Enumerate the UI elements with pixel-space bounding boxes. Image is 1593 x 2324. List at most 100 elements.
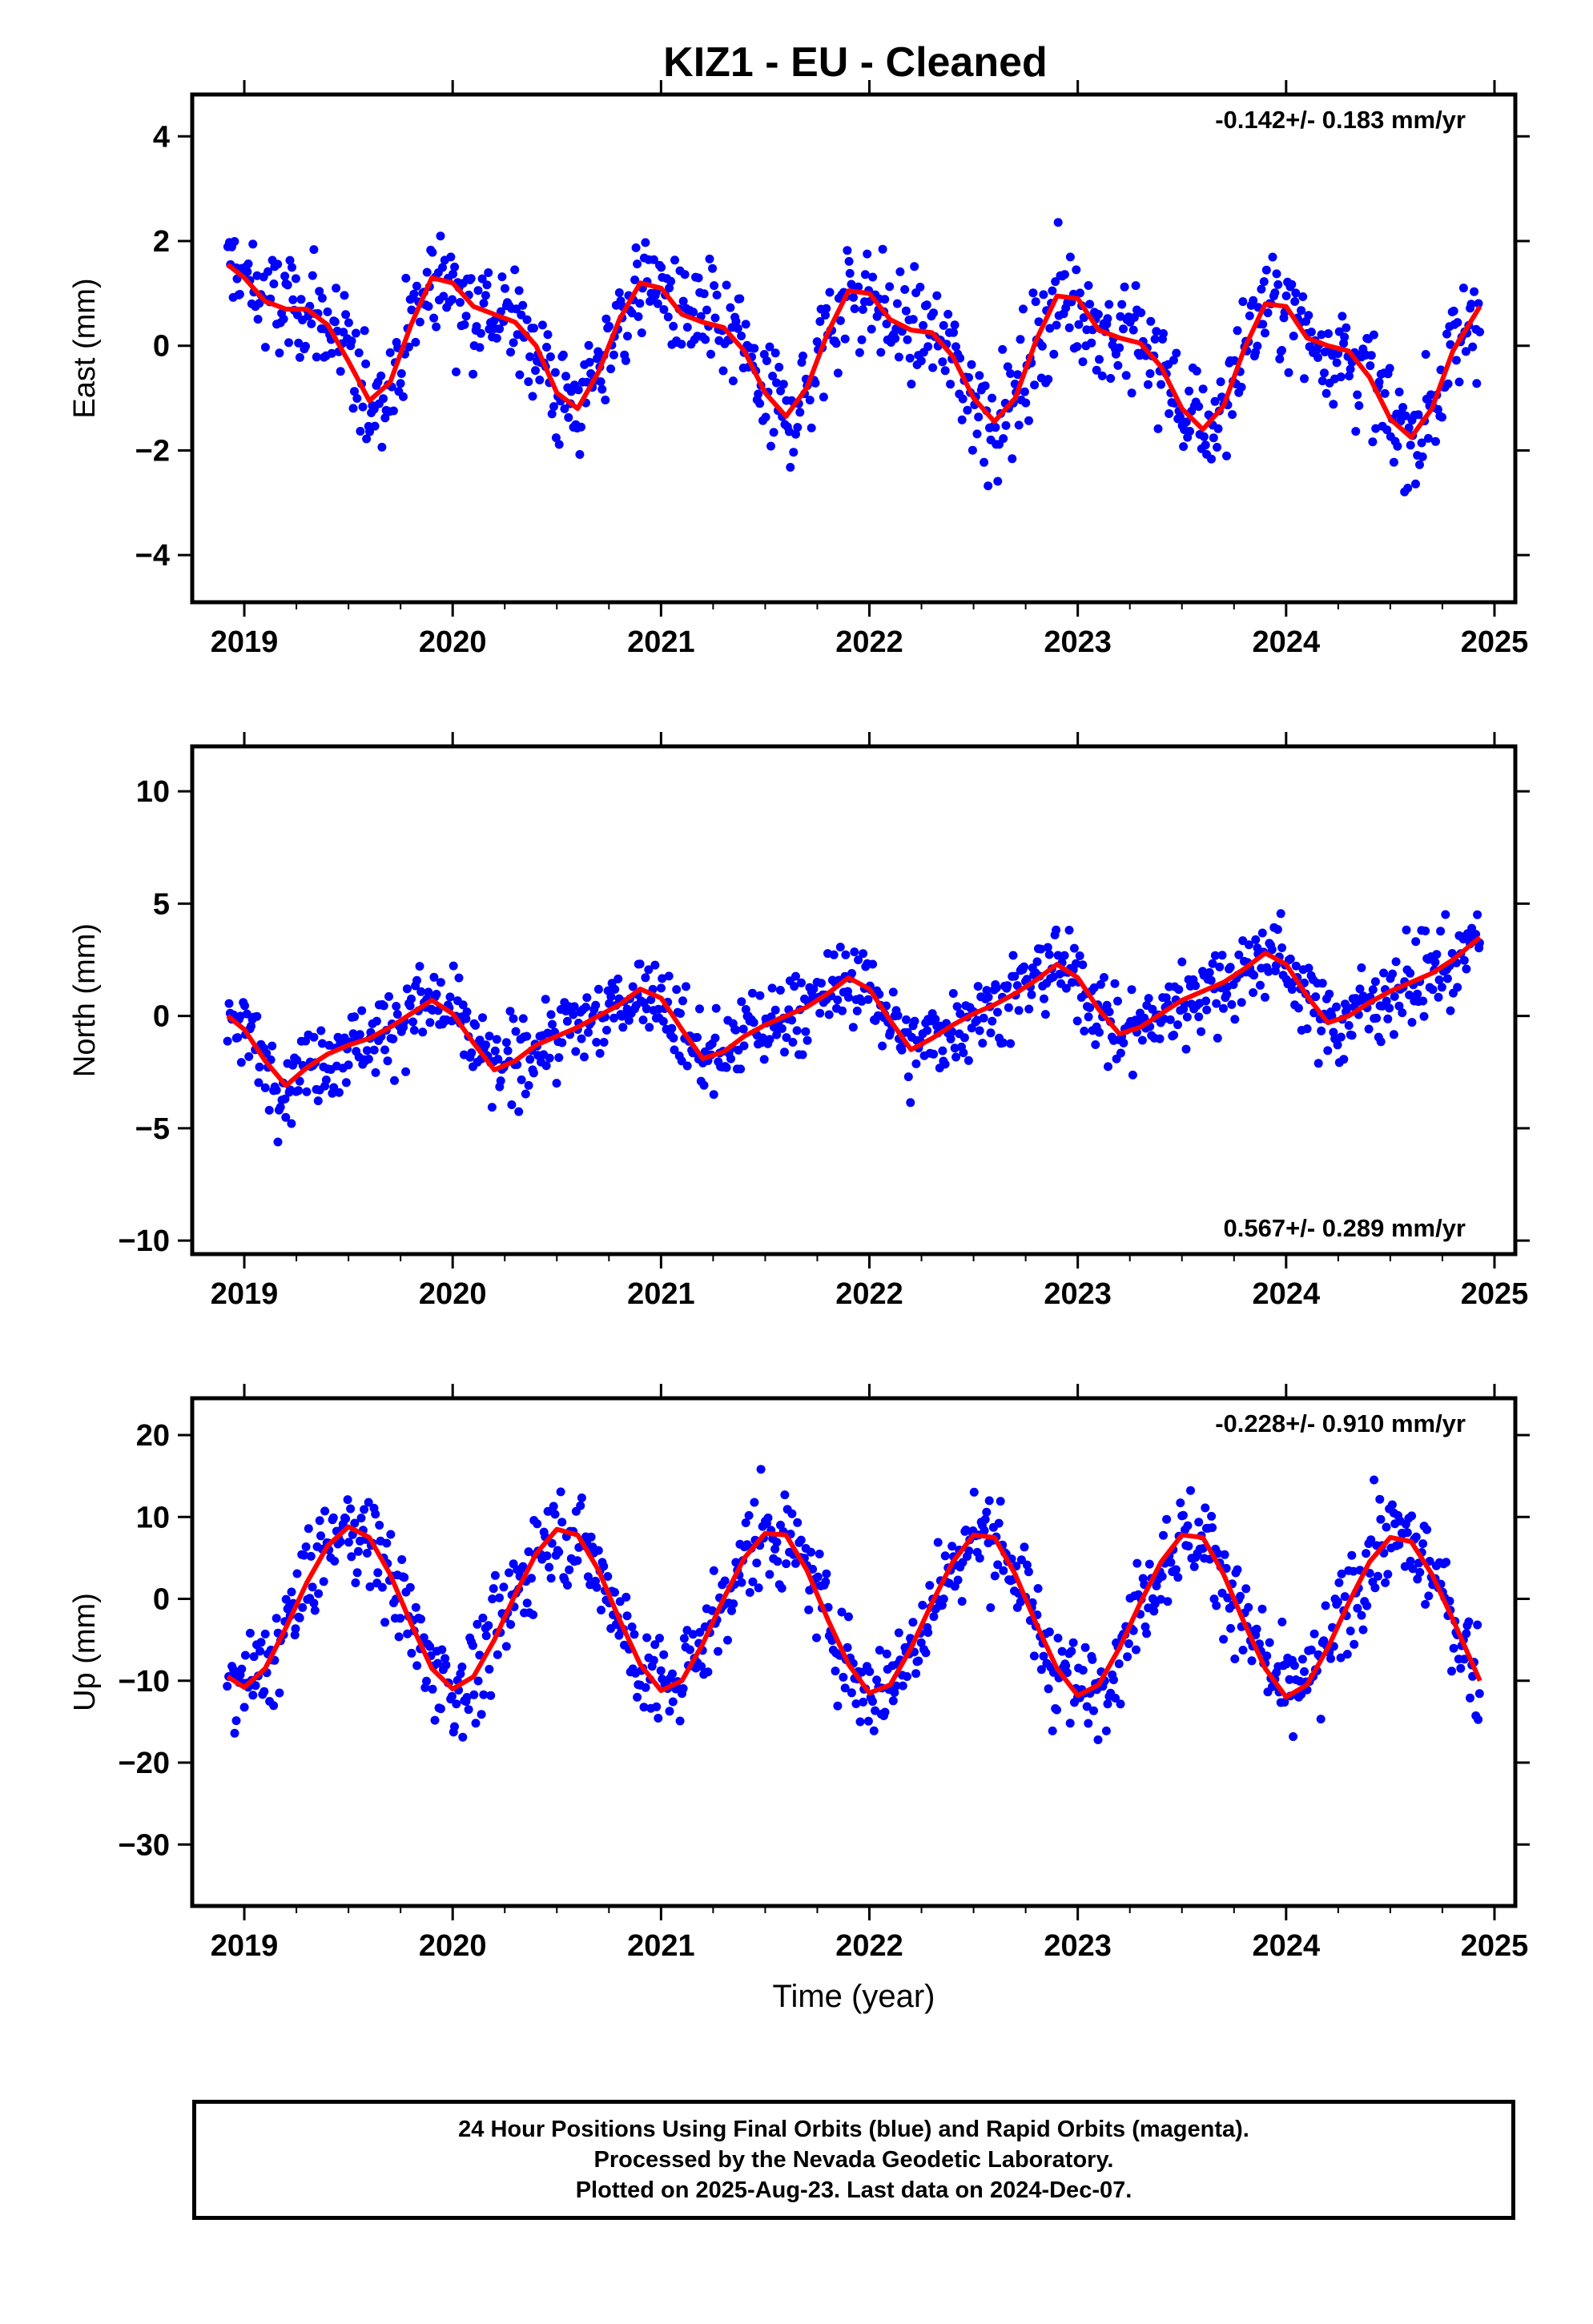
- east-point: [1261, 328, 1269, 338]
- up-point: [993, 1560, 1003, 1570]
- north-point: [1267, 945, 1277, 955]
- north-point: [1161, 993, 1171, 1003]
- east-point: [1131, 281, 1140, 291]
- up-point: [1016, 1555, 1026, 1565]
- east-point: [1334, 349, 1343, 358]
- east-point: [1290, 297, 1300, 306]
- up-point: [890, 1688, 899, 1697]
- north-point: [1273, 925, 1282, 935]
- up-point: [396, 1614, 405, 1623]
- up-point: [1473, 1620, 1482, 1630]
- east-point: [558, 350, 568, 360]
- north-point: [852, 1006, 862, 1015]
- north-point: [1165, 1015, 1175, 1024]
- east-point: [452, 367, 461, 376]
- north-point: [777, 1023, 786, 1033]
- east-point: [1048, 286, 1057, 296]
- north-point: [541, 995, 550, 1004]
- east-point: [597, 384, 607, 394]
- panel-east: 2019 2020 2021 2022 2023 2024 2025 −4 −2 0 2 4 East …: [68, 80, 1530, 659]
- north-point: [1256, 980, 1265, 990]
- up-points: [223, 1465, 1484, 1744]
- up-point: [1226, 1623, 1236, 1633]
- north-point: [371, 1068, 380, 1077]
- north-point: [1391, 957, 1401, 967]
- east-point: [967, 360, 976, 369]
- up-point: [1189, 1562, 1199, 1571]
- up-point: [709, 1566, 718, 1575]
- up-point: [1171, 1565, 1181, 1574]
- east-point: [1003, 362, 1012, 372]
- up-point: [1123, 1652, 1132, 1662]
- east-point: [867, 324, 876, 334]
- north-point: [1394, 1001, 1404, 1011]
- north-point: [1182, 1012, 1192, 1022]
- east-point: [891, 334, 900, 344]
- up-point: [430, 1715, 440, 1725]
- east-point: [701, 335, 710, 344]
- up-point: [456, 1669, 465, 1679]
- east-point: [283, 280, 292, 290]
- east-point: [1385, 364, 1394, 373]
- up-point: [953, 1575, 963, 1585]
- east-point: [702, 305, 711, 315]
- east-point: [1321, 388, 1331, 398]
- north-point: [710, 1033, 720, 1043]
- east-point: [308, 271, 317, 280]
- east-point: [712, 290, 722, 300]
- north-point: [1430, 958, 1440, 967]
- up-point: [1252, 1624, 1261, 1634]
- north-point: [546, 1010, 556, 1019]
- up-point: [478, 1613, 488, 1622]
- up-point: [1101, 1726, 1111, 1735]
- east-point: [766, 441, 775, 451]
- up-point: [351, 1578, 360, 1587]
- east-point: [915, 283, 925, 292]
- north-point: [669, 1033, 678, 1043]
- east-point: [791, 429, 800, 439]
- east-point: [1298, 292, 1308, 301]
- east-point: [1374, 377, 1384, 387]
- north-frame: [190, 744, 1518, 1256]
- up-point: [796, 1535, 806, 1545]
- up-point: [1166, 1558, 1176, 1567]
- north-point: [628, 982, 638, 991]
- east-point: [659, 305, 669, 314]
- east-point: [957, 415, 967, 424]
- up-point: [260, 1629, 270, 1638]
- up-point: [298, 1602, 308, 1612]
- north-point: [273, 1137, 283, 1147]
- north-point: [1091, 1040, 1100, 1049]
- north-point: [1210, 951, 1220, 960]
- north-point: [545, 1053, 554, 1063]
- north-point: [1323, 1046, 1333, 1055]
- east-point: [772, 378, 781, 388]
- east-point: [1222, 451, 1231, 460]
- east-point: [776, 386, 786, 396]
- up-point: [914, 1656, 923, 1666]
- up-point: [563, 1580, 572, 1590]
- footer-info-box: 24 Hour Positions Using Final Orbits (bl…: [192, 2100, 1515, 2220]
- up-point: [947, 1542, 957, 1551]
- east-point: [768, 372, 778, 381]
- up-point: [1033, 1584, 1043, 1593]
- up-point: [908, 1618, 918, 1627]
- up-point: [316, 1531, 325, 1541]
- east-point: [850, 304, 859, 313]
- east-point: [1093, 310, 1103, 319]
- east-point: [1458, 283, 1468, 293]
- east-point: [754, 389, 763, 399]
- north-point: [449, 961, 458, 971]
- north-point: [809, 984, 819, 994]
- east-point: [1095, 355, 1104, 364]
- north-point: [1421, 927, 1430, 935]
- east-point: [1074, 320, 1084, 329]
- east-point: [279, 314, 288, 324]
- east-point: [609, 350, 618, 360]
- up-point: [1048, 1726, 1057, 1735]
- north-point: [797, 978, 806, 987]
- north-point: [868, 959, 878, 969]
- up-point: [565, 1565, 574, 1574]
- east-point: [991, 423, 1000, 432]
- east-point: [1209, 433, 1218, 443]
